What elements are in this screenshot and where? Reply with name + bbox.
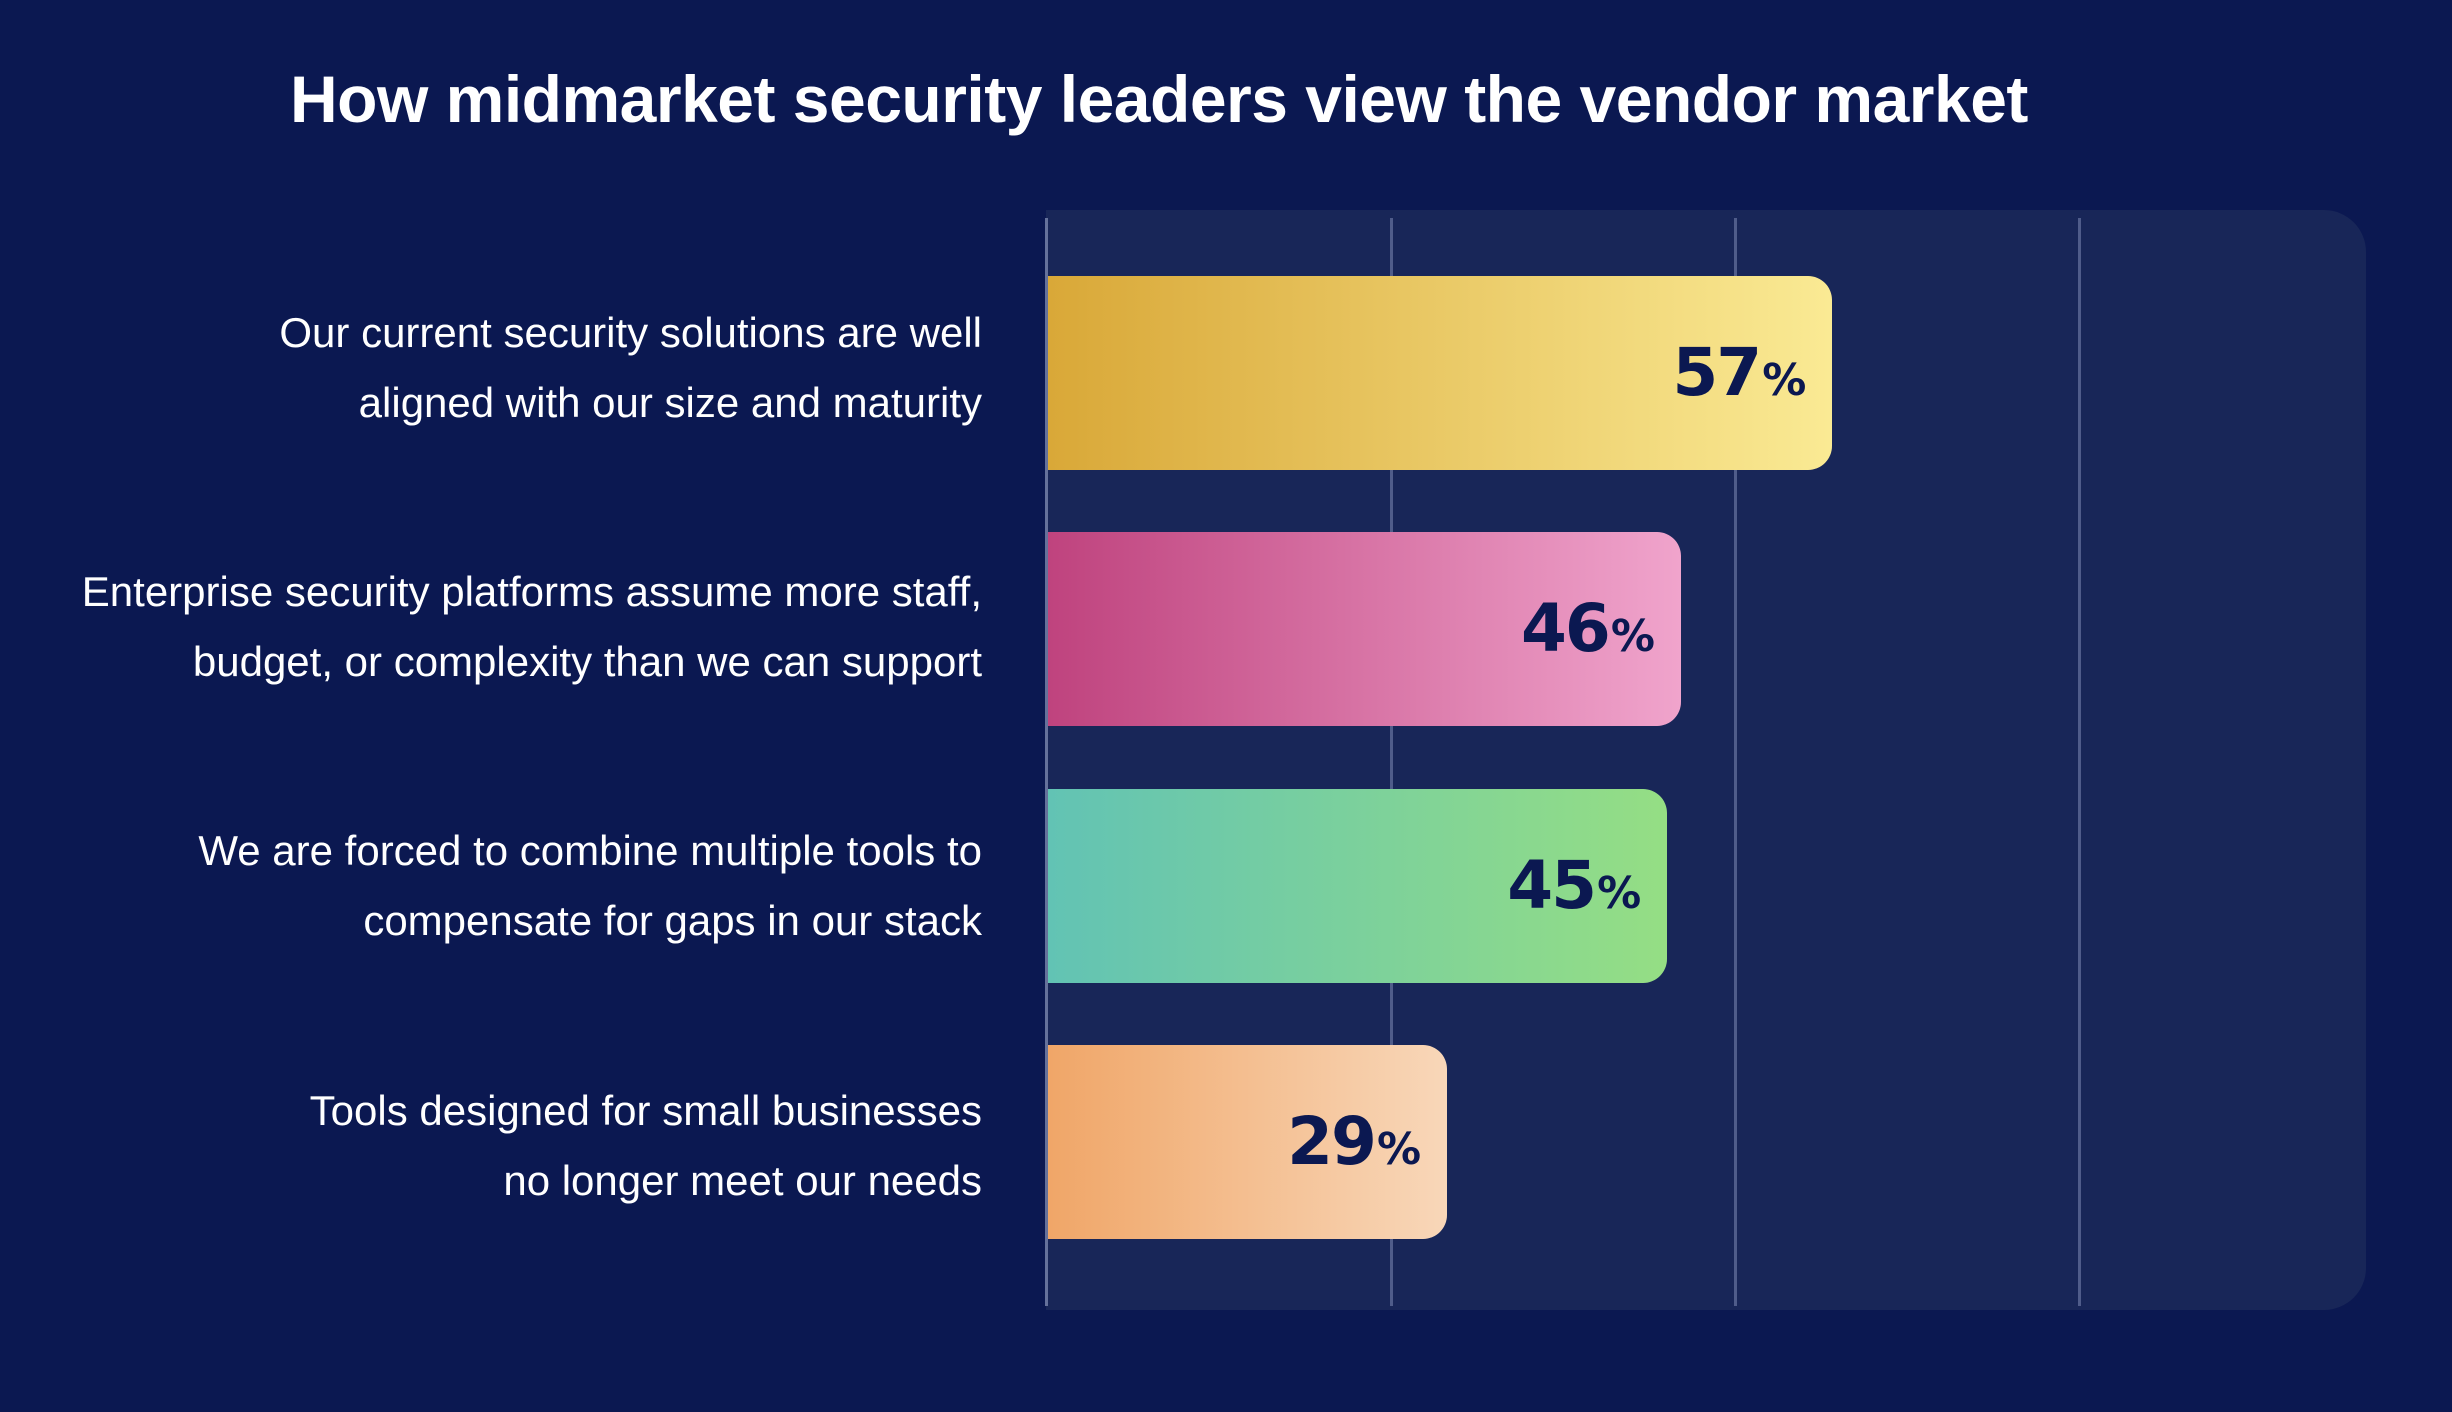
bar-value-1: 57 bbox=[1672, 334, 1762, 411]
bar-2: 46% bbox=[1048, 532, 1681, 726]
bar-value-2: 46 bbox=[1521, 590, 1611, 667]
category-label-3: We are forced to combine multiple tools … bbox=[198, 827, 982, 944]
gridline-3 bbox=[1734, 218, 1737, 1306]
bar-percent-sign-1: % bbox=[1762, 355, 1807, 406]
bar-3: 45% bbox=[1048, 789, 1668, 983]
chart-title: How midmarket security leaders view the … bbox=[290, 62, 2028, 136]
bar-value-label-2: 46% bbox=[1521, 532, 1655, 726]
bar-value-label-4: 29% bbox=[1287, 1045, 1421, 1239]
bar-percent-sign-2: % bbox=[1610, 611, 1655, 662]
y-axis-line bbox=[1045, 218, 1048, 1306]
bar-value-3: 45 bbox=[1507, 847, 1597, 924]
bar-4: 29% bbox=[1048, 1045, 1448, 1239]
bar-1: 57% bbox=[1048, 276, 1833, 470]
gridline-4 bbox=[2078, 218, 2081, 1306]
bar-percent-sign-3: % bbox=[1597, 868, 1642, 919]
category-label-1: Our current security solutions are well … bbox=[279, 309, 982, 426]
bar-percent-sign-4: % bbox=[1376, 1124, 1422, 1175]
bar-value-label-1: 57% bbox=[1672, 276, 1806, 470]
category-label-2: Enterprise security platforms assume mor… bbox=[81, 568, 982, 685]
bar-value-4: 29 bbox=[1287, 1103, 1377, 1180]
bar-value-label-3: 45% bbox=[1507, 789, 1641, 983]
category-label-4: Tools designed for small businesses no l… bbox=[309, 1087, 982, 1204]
gridline-2 bbox=[1390, 218, 1393, 1306]
